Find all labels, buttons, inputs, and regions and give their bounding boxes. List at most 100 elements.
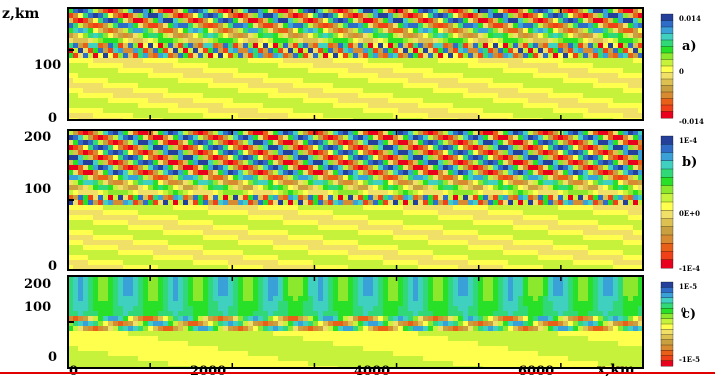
heatmap-cell	[288, 165, 294, 171]
heatmap-cell	[83, 175, 89, 181]
heatmap-cell	[518, 13, 524, 19]
heatmap-cell	[248, 170, 254, 176]
heatmap-cell	[183, 88, 189, 94]
heatmap-cell	[158, 38, 164, 44]
heatmap-cell	[538, 38, 544, 44]
heatmap-cell	[453, 28, 459, 34]
heatmap-cell	[178, 8, 184, 14]
heatmap-cell	[558, 145, 564, 151]
heatmap-cell	[308, 200, 314, 206]
heatmap-cell	[303, 130, 309, 136]
heatmap-cell	[233, 108, 239, 114]
heatmap-cell	[348, 135, 354, 141]
heatmap-cell	[133, 130, 139, 136]
heatmap-cell	[408, 108, 414, 114]
heatmap-cell	[153, 140, 159, 146]
heatmap-cell	[263, 185, 269, 191]
heatmap-cell	[578, 180, 584, 186]
heatmap-cell	[158, 63, 164, 69]
heatmap-cell	[238, 43, 244, 49]
heatmap-cell	[368, 135, 374, 141]
heatmap-cell	[268, 170, 274, 176]
heatmap-cell	[623, 160, 629, 166]
heatmap-cell	[553, 145, 559, 151]
heatmap-cell	[438, 180, 444, 186]
heatmap-cell	[488, 108, 494, 114]
heatmap-cell	[453, 83, 459, 89]
heatmap-cell	[383, 28, 389, 34]
heatmap-cell	[163, 113, 169, 119]
heatmap-cell	[203, 195, 209, 201]
heatmap-cell	[193, 98, 199, 104]
heatmap-cell	[263, 195, 269, 201]
heatmap-cell	[493, 23, 499, 29]
heatmap-cell	[163, 8, 169, 14]
heatmap-cell	[258, 190, 264, 196]
heatmap-cell	[483, 63, 489, 69]
heatmap-cell	[363, 33, 369, 39]
heatmap-cell	[458, 18, 464, 24]
heatmap-cell	[253, 205, 259, 211]
heatmap-cell	[593, 145, 599, 151]
heatmap-cell	[113, 73, 119, 79]
heatmap-cell	[178, 48, 184, 54]
heatmap-cell	[273, 8, 279, 14]
heatmap-cell	[148, 155, 154, 161]
heatmap-cell	[273, 160, 279, 166]
heatmap-cell	[178, 200, 184, 206]
heatmap-cell	[503, 190, 509, 196]
heatmap-cell	[203, 8, 209, 14]
heatmap-cell	[118, 83, 124, 89]
heatmap-cell	[108, 175, 114, 181]
heatmap-cell	[183, 113, 189, 119]
heatmap-cell	[483, 88, 489, 94]
heatmap-cell	[238, 103, 244, 109]
heatmap-cell	[358, 210, 364, 216]
heatmap-cell	[153, 155, 159, 161]
heatmap-cell	[458, 180, 464, 186]
heatmap-cell	[438, 130, 444, 136]
heatmap-cell	[213, 205, 219, 211]
heatmap-cell	[558, 33, 564, 39]
heatmap-cell	[273, 130, 279, 136]
heatmap-cell	[373, 215, 379, 221]
heatmap-cell	[498, 195, 504, 201]
heatmap-cell	[573, 145, 579, 151]
heatmap-cell	[508, 63, 514, 69]
heatmap-cell	[108, 220, 114, 226]
heatmap-cell	[123, 43, 129, 49]
heatmap-cell	[578, 170, 584, 176]
heatmap-cell	[213, 103, 219, 109]
heatmap-cell	[363, 38, 369, 44]
heatmap-cell	[428, 190, 434, 196]
heatmap-cell	[378, 18, 384, 24]
heatmap-cell	[513, 160, 519, 166]
heatmap-cell	[583, 58, 589, 64]
heatmap-cell	[498, 150, 504, 156]
heatmap-cell	[603, 215, 609, 221]
heatmap-cell	[223, 190, 229, 196]
heatmap-cell	[268, 83, 274, 89]
heatmap-cell	[363, 135, 369, 141]
heatmap-cell	[468, 160, 474, 166]
heatmap-cell	[93, 88, 99, 94]
heatmap-cell	[448, 200, 454, 206]
heatmap-cell	[198, 78, 204, 84]
heatmap-cell	[543, 18, 549, 24]
heatmap-cell	[368, 130, 374, 136]
heatmap-cell	[288, 78, 294, 84]
heatmap-cell	[208, 155, 214, 161]
heatmap-cell	[503, 93, 509, 99]
heatmap-cell	[413, 33, 419, 39]
heatmap-cell	[223, 205, 229, 211]
heatmap-cell	[578, 73, 584, 79]
heatmap-cell	[168, 103, 174, 109]
heatmap-cell	[578, 108, 584, 114]
heatmap-cell	[543, 225, 549, 231]
heatmap-cell	[603, 225, 609, 231]
heatmap-cell	[68, 8, 74, 14]
heatmap-cell	[303, 135, 309, 141]
heatmap-cell	[73, 78, 79, 84]
heatmap-cell	[528, 160, 534, 166]
heatmap-cell	[73, 43, 79, 49]
